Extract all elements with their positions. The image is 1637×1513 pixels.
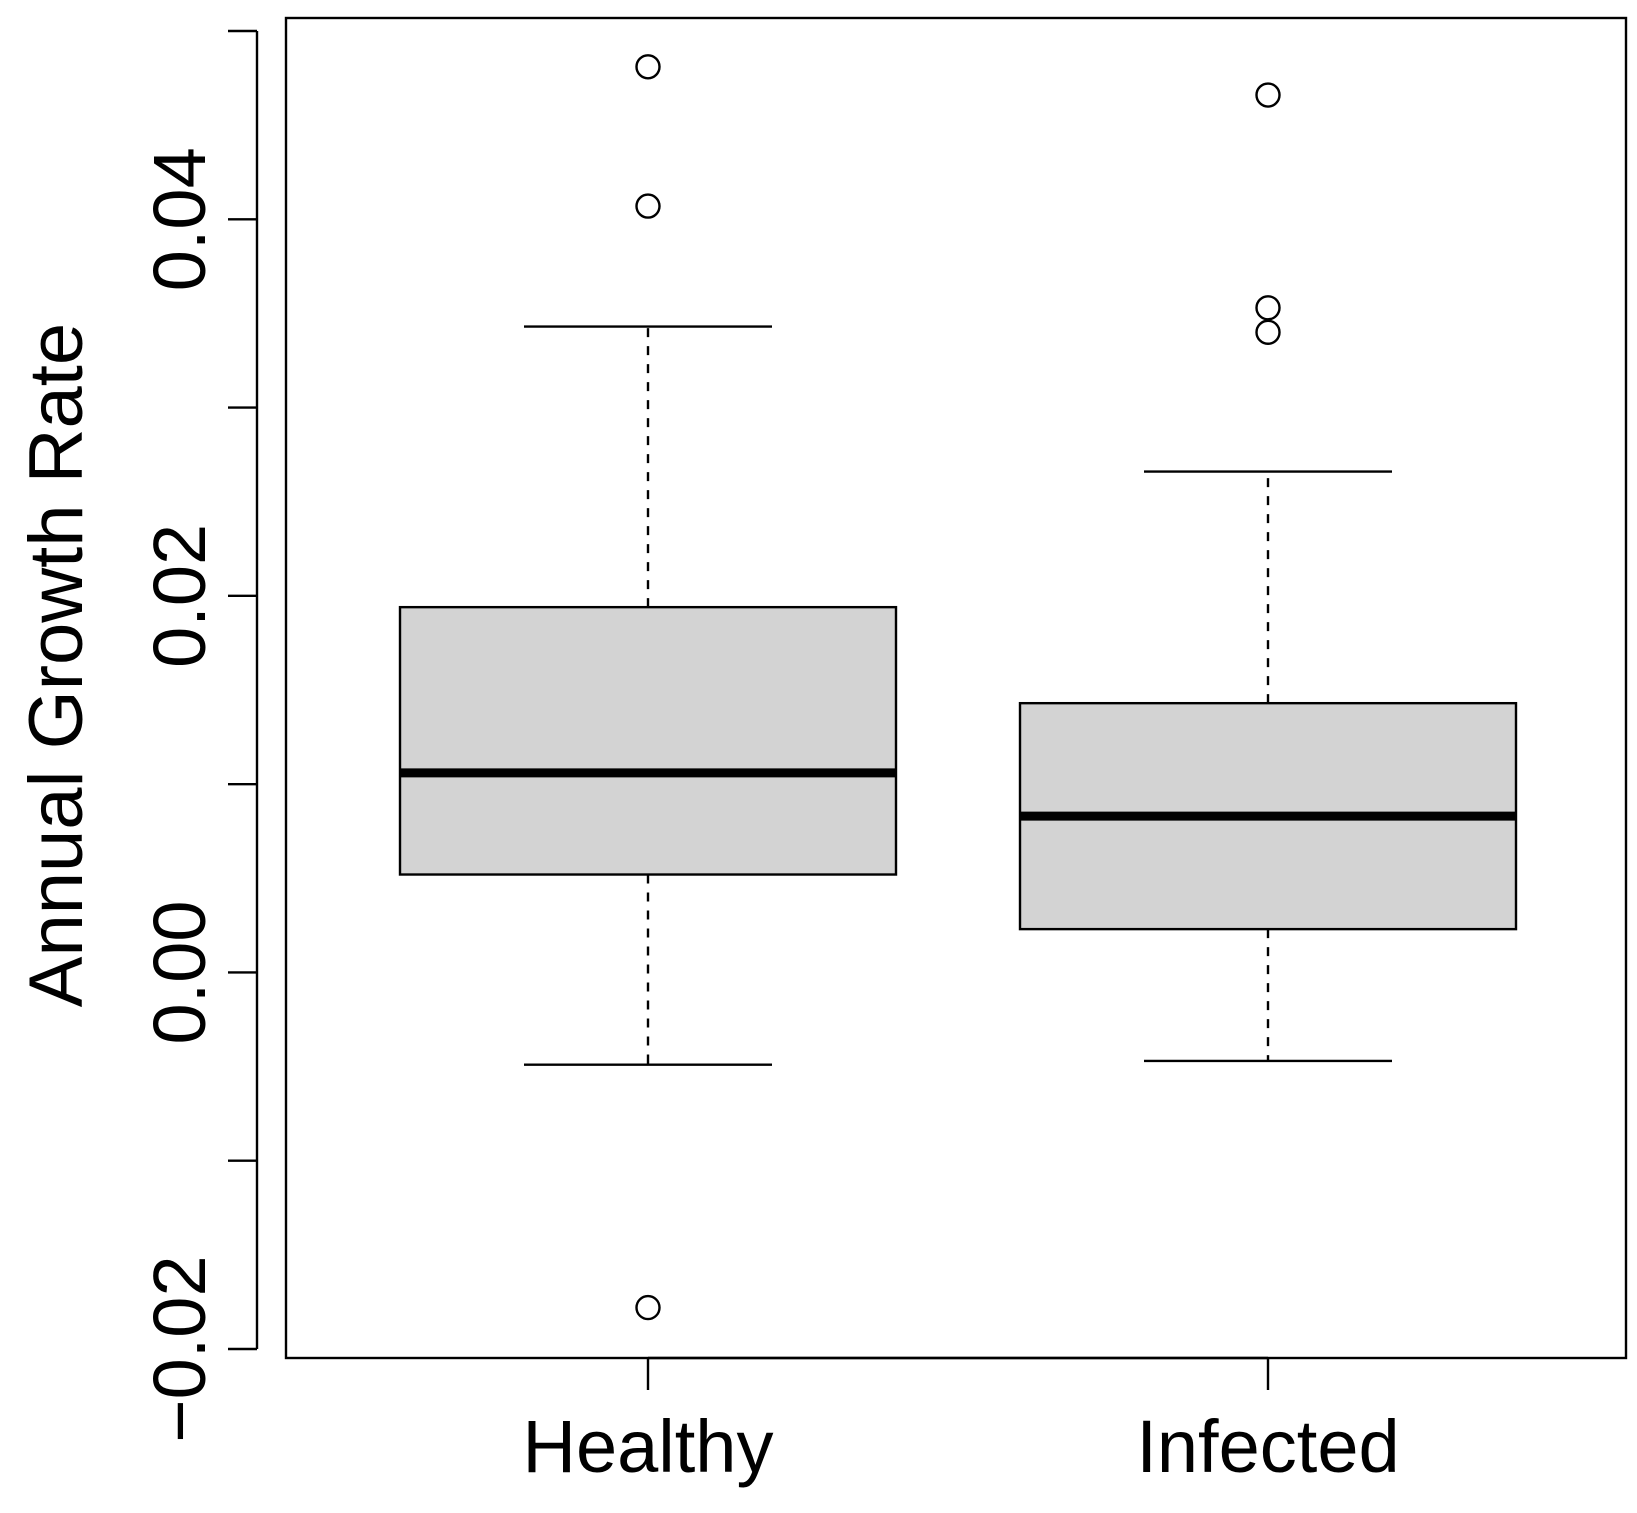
outlier-point bbox=[635, 1294, 661, 1321]
y-axis: −0.02 0.00 0.02 0.04 bbox=[138, 29, 259, 1443]
outlier-point bbox=[635, 54, 661, 80]
outlier-point bbox=[1255, 319, 1281, 345]
y-tick-label: −0.02 bbox=[138, 1255, 221, 1442]
box-group-healthy bbox=[398, 54, 898, 1321]
box-group-infected bbox=[1018, 82, 1518, 1063]
x-axis: Healthy Infected bbox=[523, 1356, 1400, 1488]
outlier-point bbox=[1255, 82, 1281, 108]
outlier-point bbox=[1255, 295, 1281, 321]
outlier-point bbox=[635, 193, 661, 219]
boxes bbox=[398, 54, 1518, 1321]
x-tick-label: Healthy bbox=[523, 1405, 774, 1488]
iqr-box bbox=[398, 605, 898, 876]
x-tick-label: Infected bbox=[1136, 1405, 1399, 1488]
y-axis-label: Annual Growth Rate bbox=[14, 323, 99, 1007]
y-tick-label: 0.00 bbox=[138, 900, 221, 1044]
y-tick-label: 0.04 bbox=[138, 147, 221, 291]
y-tick-label: 0.02 bbox=[138, 524, 221, 668]
